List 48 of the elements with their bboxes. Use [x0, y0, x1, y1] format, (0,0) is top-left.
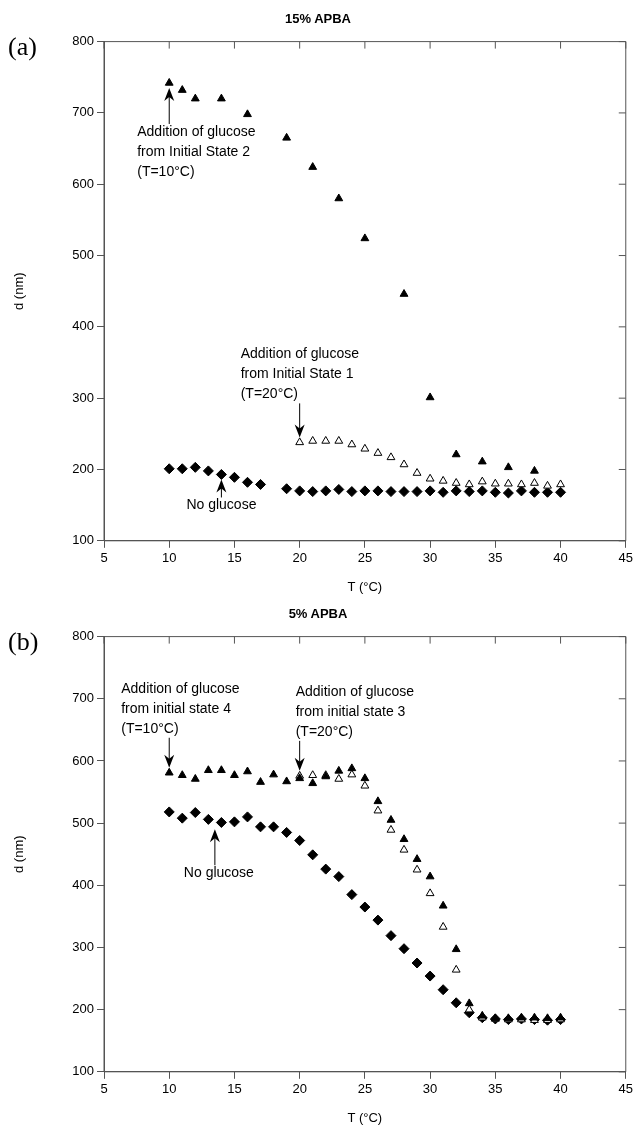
x-axis-title: T (°C) [347, 578, 383, 594]
y-tick-label: 600 [72, 175, 94, 191]
x-tick-label: 10 [161, 550, 177, 566]
y-tick-label: 500 [72, 247, 94, 263]
x-tick-label: 35 [488, 550, 503, 566]
x-tick-label: 15 [227, 550, 242, 566]
y-tick-label: 200 [72, 1001, 94, 1017]
x-tick-label: 5 [100, 550, 108, 566]
x-axis-title: T (°C) [347, 1109, 383, 1125]
y-tick-label: 800 [72, 33, 94, 49]
x-tick-label: 20 [292, 550, 307, 566]
x-tick-label: 40 [553, 550, 568, 566]
x-tick-label: 30 [422, 550, 438, 566]
y-tick-label: 800 [72, 628, 94, 644]
y-tick-label: 200 [72, 461, 94, 477]
x-tick-label: 25 [357, 1081, 373, 1097]
y-tick-label: 400 [72, 318, 94, 334]
y-axis-title: d (nm) [11, 272, 27, 310]
x-tick-label: 45 [618, 550, 633, 566]
y-tick-label: 100 [72, 1063, 94, 1079]
x-tick-label: 25 [357, 550, 373, 566]
annotation: No glucose [183, 864, 255, 881]
x-tick-label: 5 [100, 1081, 108, 1097]
y-axis-title: d (nm) [11, 835, 27, 873]
annotation: No glucose [186, 496, 257, 513]
y-tick-label: 700 [72, 104, 94, 120]
x-tick-label: 20 [292, 1081, 307, 1097]
x-tick-label: 40 [553, 1081, 568, 1097]
y-tick-label: 400 [72, 876, 94, 892]
annotation: Addition of glucose from Initial State 1 (T=20°C) [240, 345, 360, 402]
chart-title: 5% APBA [288, 606, 348, 622]
text: (a) [8, 32, 37, 62]
x-tick-label: 30 [422, 1081, 438, 1097]
annotation: Addition of glucose from initial state 4 (T=10°C) [121, 679, 240, 736]
x-tick-label: 45 [618, 1081, 633, 1097]
y-tick-label: 700 [72, 690, 94, 706]
x-tick-label: 35 [488, 1081, 503, 1097]
y-tick-label: 600 [72, 752, 94, 768]
y-tick-label: 300 [72, 939, 94, 955]
y-tick-label: 100 [72, 532, 94, 548]
x-tick-label: 10 [161, 1081, 177, 1097]
annotation: Addition of glucose from initial state 3 (T=20°C) [295, 682, 415, 739]
x-tick-label: 15 [227, 1081, 242, 1097]
y-tick-label: 300 [72, 389, 94, 405]
y-tick-label: 500 [72, 814, 94, 830]
annotation: Addition of glucose from Initial State 2 (T=10°C) [137, 122, 256, 179]
chart-title: 15% APBA [285, 11, 352, 27]
text: (b) [8, 627, 39, 657]
